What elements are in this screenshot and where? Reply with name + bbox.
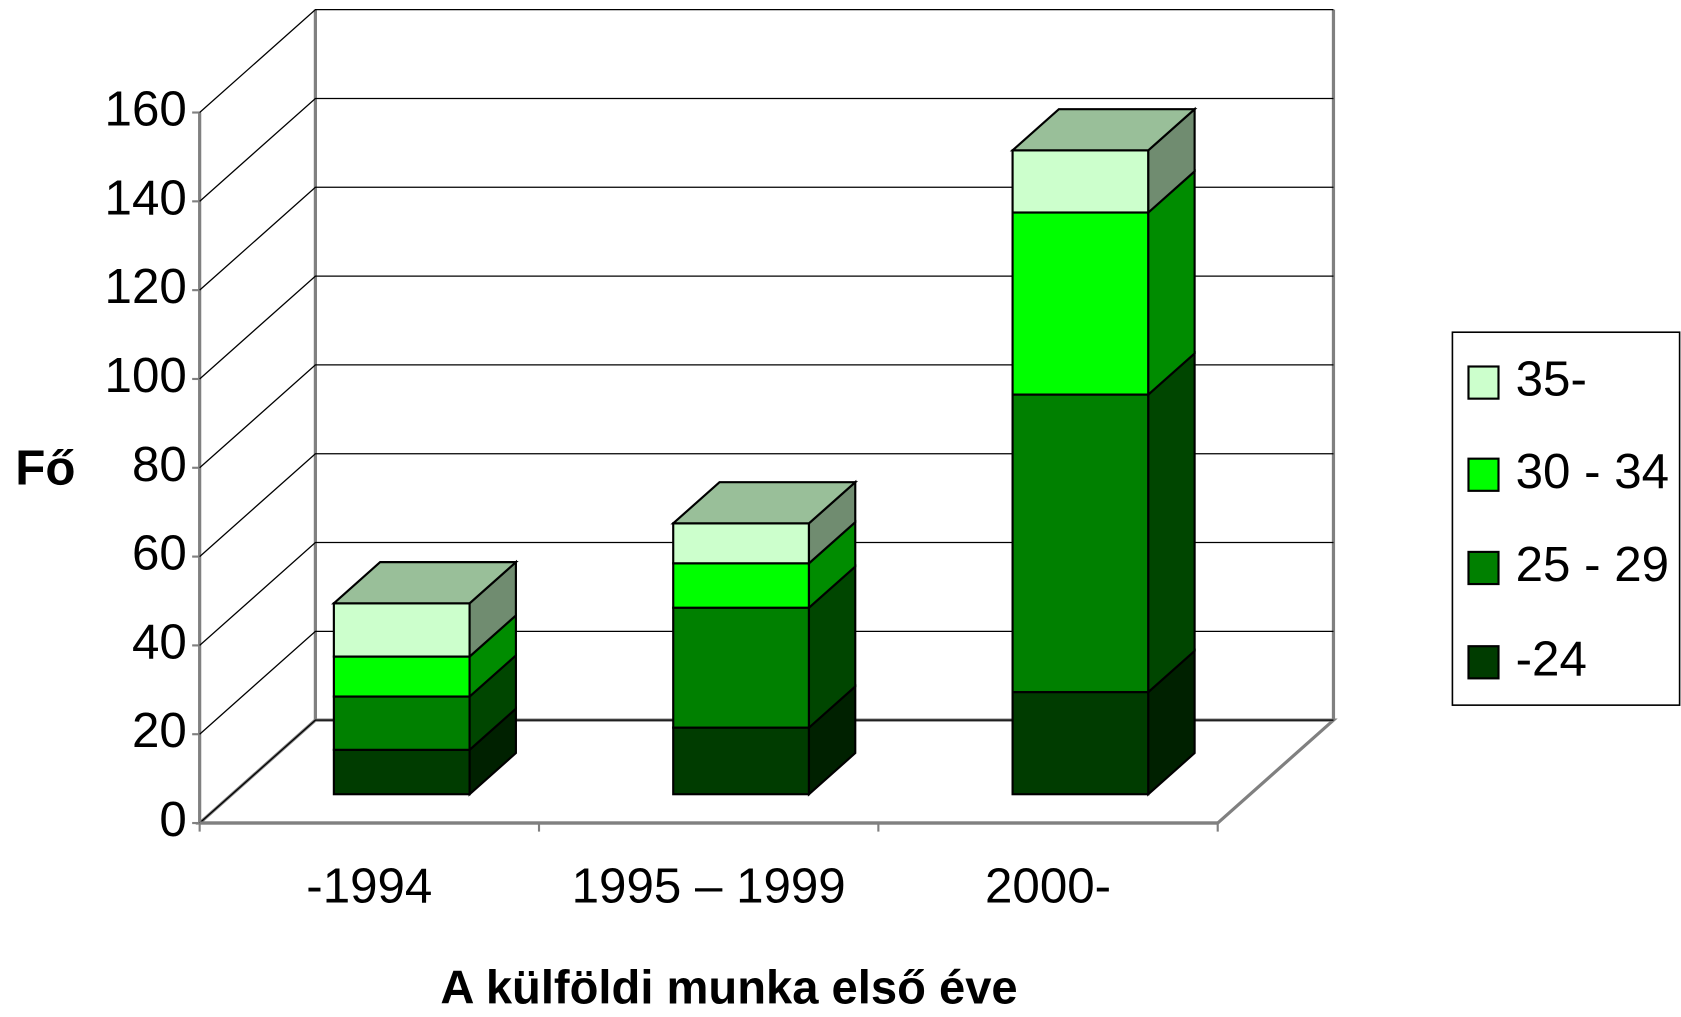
- grid-line: [199, 541, 1334, 646]
- y-tick-label: 20: [132, 703, 187, 758]
- bar: [1011, 211, 1150, 396]
- grid-line: [199, 453, 1334, 558]
- x-tick-label: 1995 – 1999: [572, 858, 846, 913]
- y-tick-label: 120: [105, 259, 187, 314]
- legend-swatch: [1467, 550, 1500, 586]
- legend-label: 35-: [1516, 352, 1587, 407]
- bar: [1011, 149, 1150, 214]
- bar: [332, 655, 471, 698]
- x-tick-label: 2000-: [985, 858, 1111, 913]
- x-axis-label: A külföldi munka első éve: [440, 961, 1017, 1014]
- grid-line: [199, 630, 1334, 735]
- legend-swatch: [1467, 645, 1500, 680]
- legend-label: -24: [1516, 631, 1587, 686]
- legend-label: 25 - 29: [1516, 537, 1669, 592]
- y-tick-label: 140: [105, 170, 187, 225]
- bar: [332, 695, 471, 751]
- y-tick-label: 40: [132, 614, 187, 669]
- bar: [332, 748, 471, 796]
- y-tick-label: 100: [105, 348, 187, 403]
- bar-top: [1009, 108, 1198, 152]
- grid-line: [199, 186, 1334, 291]
- bar: [1011, 393, 1150, 694]
- grid-line: [199, 364, 1334, 469]
- bar: [672, 726, 811, 796]
- y-tick-label: 60: [132, 526, 187, 581]
- bar: [332, 602, 471, 658]
- bar: [672, 606, 811, 729]
- bar: [672, 562, 811, 609]
- y-axis-label: Fő: [15, 441, 75, 496]
- grid-line: [199, 97, 1334, 202]
- grid-line: [199, 9, 1334, 114]
- x-tick-label: -1994: [306, 858, 432, 913]
- grid-line: [199, 275, 1334, 380]
- legend-swatch: [1467, 457, 1500, 492]
- bar: [672, 522, 811, 565]
- legend-label: 30 - 34: [1516, 444, 1669, 499]
- bar-top: [331, 561, 519, 605]
- y-tick-label: 80: [132, 437, 187, 492]
- y-tick-label: 160: [105, 82, 187, 137]
- bar-top: [670, 481, 859, 525]
- grid-line: [199, 719, 1334, 824]
- bar: [1011, 691, 1150, 796]
- bar-side: [1147, 351, 1196, 695]
- legend-swatch: [1467, 365, 1500, 400]
- y-tick-label: 0: [159, 792, 186, 847]
